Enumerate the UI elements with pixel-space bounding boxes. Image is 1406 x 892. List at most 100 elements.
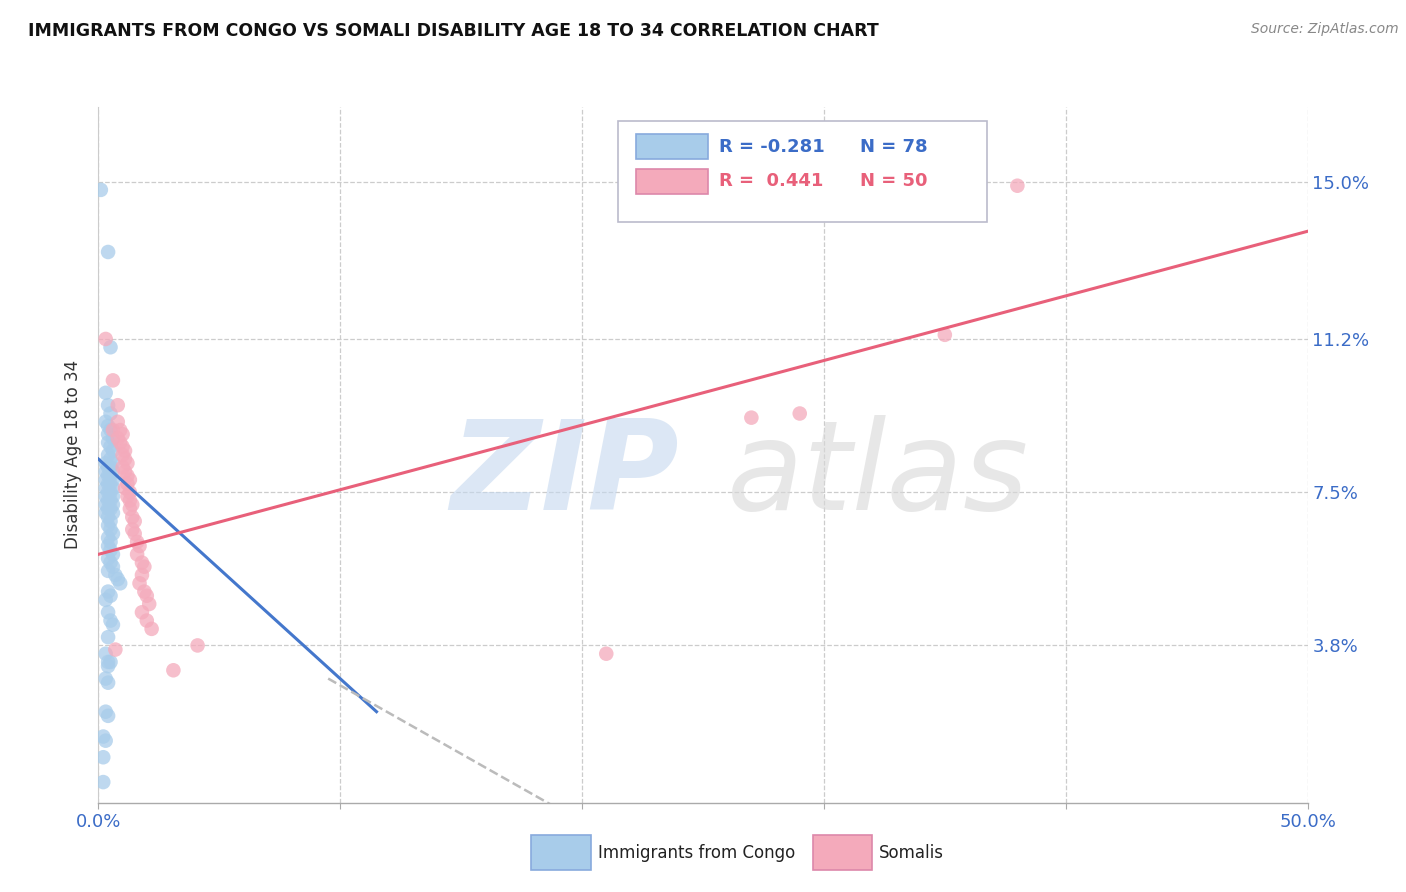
- Point: [100, 514, 122, 528]
- Point: [100, 423, 122, 437]
- Point: [101, 443, 124, 458]
- Text: N = 78: N = 78: [860, 137, 928, 156]
- Point: [101, 373, 124, 387]
- Point: [104, 568, 127, 582]
- Point: [107, 572, 129, 586]
- Point: [131, 556, 153, 570]
- Point: [97, 675, 120, 690]
- Point: [100, 556, 122, 570]
- Point: [97, 605, 120, 619]
- Point: [97, 630, 120, 644]
- Point: [100, 614, 122, 628]
- Point: [91, 750, 114, 764]
- Point: [100, 543, 122, 558]
- Point: [97, 435, 120, 450]
- Point: [100, 535, 122, 549]
- Point: [124, 526, 146, 541]
- Point: [100, 407, 122, 421]
- Point: [100, 468, 122, 483]
- Point: [740, 410, 762, 425]
- Point: [94, 385, 117, 400]
- Point: [100, 460, 122, 475]
- Point: [94, 672, 117, 686]
- Point: [91, 730, 114, 744]
- Point: [101, 617, 124, 632]
- Point: [97, 398, 120, 412]
- Point: [117, 456, 139, 470]
- Point: [101, 498, 124, 512]
- Point: [127, 535, 149, 549]
- Point: [100, 493, 122, 508]
- Point: [101, 423, 124, 437]
- Point: [97, 539, 120, 553]
- Text: ZIP: ZIP: [450, 416, 679, 536]
- Text: Source: ZipAtlas.com: Source: ZipAtlas.com: [1251, 22, 1399, 37]
- Point: [117, 468, 139, 483]
- Point: [100, 477, 122, 491]
- Point: [114, 481, 136, 495]
- Point: [97, 427, 120, 442]
- Point: [97, 510, 120, 524]
- Point: [121, 498, 143, 512]
- Point: [595, 647, 617, 661]
- Point: [97, 659, 120, 673]
- Point: [100, 485, 122, 500]
- Point: [187, 639, 209, 653]
- Point: [114, 443, 136, 458]
- Point: [100, 452, 122, 467]
- Point: [121, 510, 143, 524]
- Point: [94, 592, 117, 607]
- Point: [118, 501, 141, 516]
- Point: [97, 419, 120, 434]
- Point: [94, 733, 117, 747]
- Point: [101, 489, 124, 503]
- Point: [114, 465, 136, 479]
- Point: [97, 460, 120, 475]
- Point: [127, 547, 149, 561]
- Text: R =  0.441: R = 0.441: [718, 172, 823, 191]
- Text: N = 50: N = 50: [860, 172, 928, 191]
- Point: [94, 498, 117, 512]
- Point: [101, 547, 124, 561]
- Point: [101, 559, 124, 574]
- Point: [134, 559, 156, 574]
- Point: [104, 642, 127, 657]
- Point: [101, 431, 124, 445]
- Point: [97, 448, 120, 462]
- Point: [131, 605, 153, 619]
- Point: [94, 332, 117, 346]
- FancyBboxPatch shape: [637, 169, 707, 194]
- Point: [107, 431, 129, 445]
- Point: [141, 622, 163, 636]
- Point: [101, 506, 124, 520]
- Point: [108, 423, 131, 437]
- Point: [1007, 178, 1029, 193]
- Text: atlas: atlas: [727, 416, 1029, 536]
- Point: [128, 576, 150, 591]
- Point: [124, 514, 146, 528]
- Point: [94, 465, 117, 479]
- Point: [134, 584, 156, 599]
- Point: [97, 485, 120, 500]
- Point: [90, 183, 112, 197]
- Point: [100, 589, 122, 603]
- Point: [97, 531, 120, 545]
- Text: IMMIGRANTS FROM CONGO VS SOMALI DISABILITY AGE 18 TO 34 CORRELATION CHART: IMMIGRANTS FROM CONGO VS SOMALI DISABILI…: [28, 22, 879, 40]
- Point: [118, 485, 141, 500]
- Point: [108, 576, 131, 591]
- Point: [97, 564, 120, 578]
- Point: [94, 705, 117, 719]
- Point: [101, 456, 124, 470]
- Point: [111, 460, 134, 475]
- Point: [117, 489, 139, 503]
- Point: [128, 539, 150, 553]
- Point: [100, 523, 122, 537]
- Point: [97, 244, 120, 259]
- Point: [101, 526, 124, 541]
- Text: R = -0.281: R = -0.281: [718, 137, 824, 156]
- Point: [97, 655, 120, 669]
- Point: [100, 340, 122, 354]
- Point: [94, 481, 117, 495]
- Point: [111, 427, 134, 442]
- Point: [94, 456, 117, 470]
